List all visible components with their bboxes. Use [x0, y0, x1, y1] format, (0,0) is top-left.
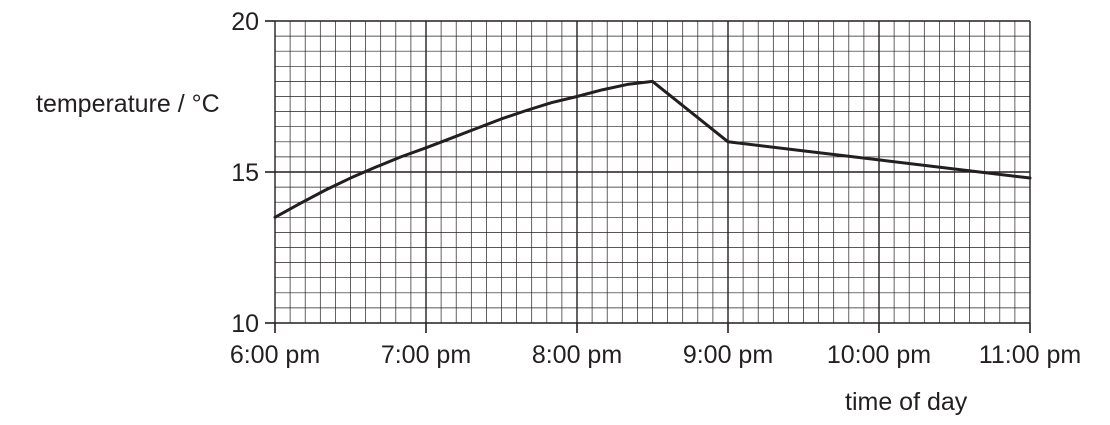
y-tick-label: 15	[231, 159, 259, 187]
temperature-series-line	[273, 79, 1032, 219]
series-layer	[273, 79, 1032, 219]
axis-ticks	[265, 20, 1031, 333]
x-tick-label: 9:00 pm	[683, 341, 773, 369]
y-tick-label: 10	[231, 310, 259, 338]
x-tick-label: 8:00 pm	[532, 341, 622, 369]
y-tick-label: 20	[231, 8, 259, 36]
x-tick-label: 6:00 pm	[230, 341, 320, 369]
y-axis-label: temperature / °C	[36, 90, 220, 118]
x-tick-label: 11:00 pm	[979, 341, 1081, 369]
x-tick-label: 10:00 pm	[827, 341, 931, 369]
x-tick-label: 7:00 pm	[381, 341, 471, 369]
tick-labels: 6:00 pm 7:00 pm 8:00 pm 9:00 pm 10:00 pm 11:0…	[230, 8, 1081, 369]
x-axis-label: time of day	[845, 388, 968, 416]
